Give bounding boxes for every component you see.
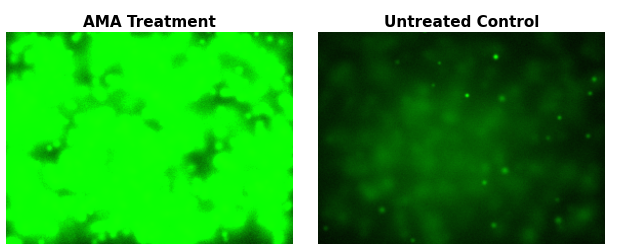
Title: Untreated Control: Untreated Control bbox=[384, 15, 539, 30]
Title: AMA Treatment: AMA Treatment bbox=[83, 15, 216, 30]
